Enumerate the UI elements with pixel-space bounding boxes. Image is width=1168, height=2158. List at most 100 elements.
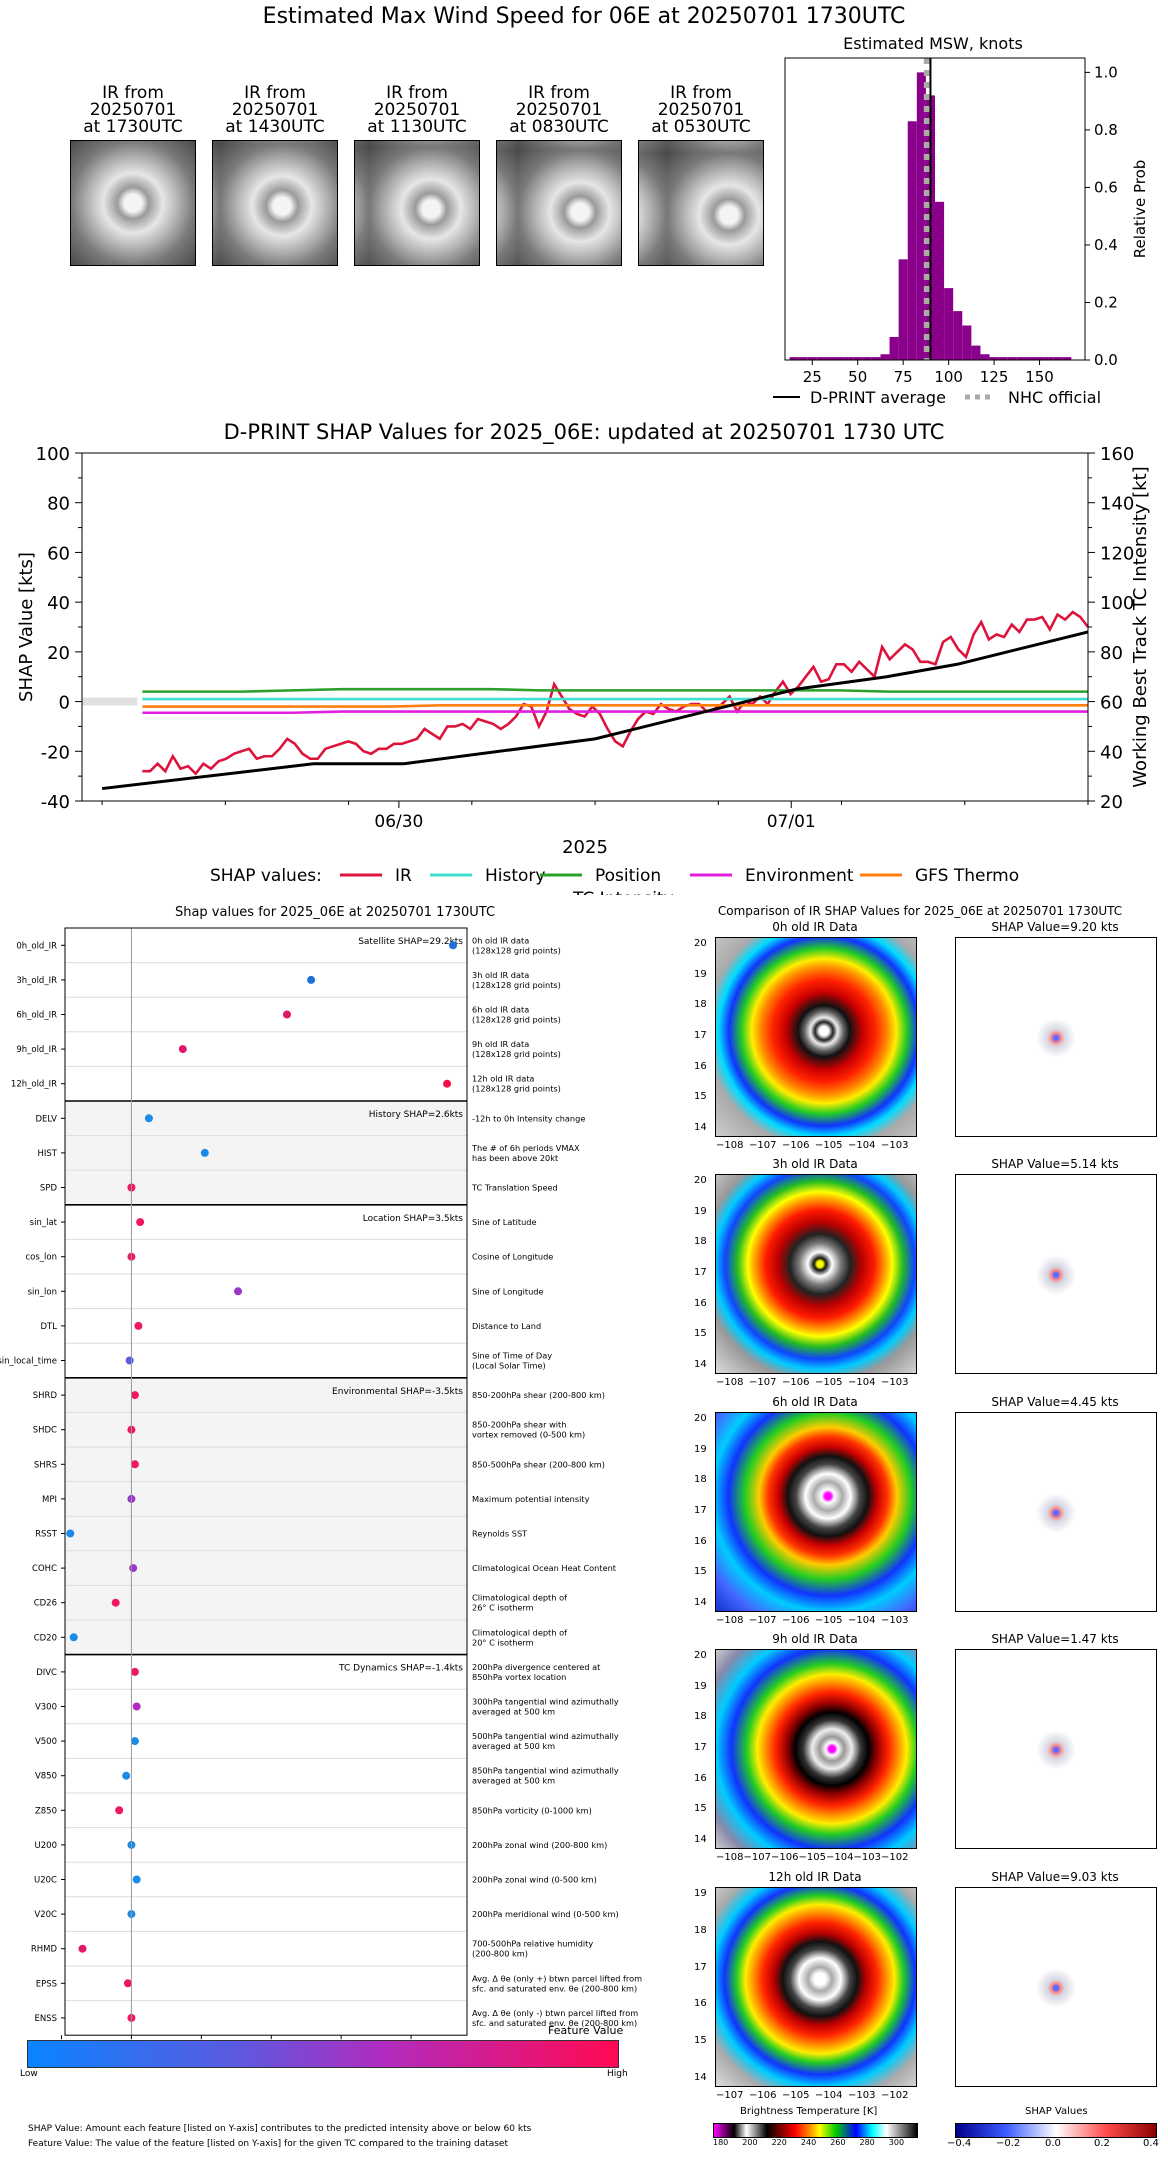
histogram-y-tick: 0.0 (1094, 351, 1118, 369)
shap-x-tick: 06/30 (374, 812, 423, 832)
feature-description: 3h old IR data (472, 970, 529, 980)
feature-name: SPD (40, 1184, 58, 1194)
feature-shap-point (78, 1944, 87, 1953)
histogram-bar (798, 357, 808, 360)
ir-thumbnail-image (212, 140, 338, 266)
ir-lat-tick: 17 (694, 1030, 707, 1041)
feature-description: Sine of Latitude (472, 1217, 537, 1227)
feature-name: 3h_old_IR (16, 976, 57, 986)
histogram-bar (844, 357, 854, 360)
ir-lon-tick: −108 (716, 1377, 744, 1388)
feature-shap-point (111, 1598, 120, 1607)
feature-description: Sine of Time of Day (472, 1351, 552, 1361)
feature-name: V20C (34, 1910, 57, 1920)
ir-lon-tick: −108 (716, 1140, 744, 1151)
shap-value-map (955, 1412, 1157, 1612)
ir-lat-tick: 14 (694, 1597, 707, 1608)
ir-lat-tick: 18 (694, 1236, 707, 1248)
intensity-y-tick: 60 (1100, 693, 1123, 714)
intensity-y-tick: 40 (1100, 742, 1123, 763)
feature-description: Cosine of Longitude (472, 1252, 553, 1262)
ir-lat-tick: 15 (694, 1328, 707, 1340)
histogram-x-tick: 100 (934, 368, 963, 386)
legend-label: Position (595, 866, 661, 886)
ir-lat-tick: 16 (694, 1772, 707, 1784)
ir-lon-tick: −106 (782, 1140, 810, 1151)
shap-hotspot (1036, 1493, 1076, 1533)
ir-lat-tick: 18 (694, 1924, 707, 1936)
bt-tick: 220 (771, 2138, 787, 2147)
histogram-y-tick: 0.8 (1094, 121, 1118, 139)
feature-shap-point (178, 1045, 187, 1054)
ir-thumbnail-image (70, 140, 196, 266)
feature-shap-point (449, 941, 458, 950)
ir-lat-tick: 16 (694, 1535, 707, 1547)
feature-shap-point (122, 1771, 131, 1780)
feature-description: averaged at 500 km (472, 1707, 555, 1717)
shap-y-tick: 40 (47, 593, 70, 614)
feature-name: SHRD (33, 1391, 58, 1401)
feature-description: (200-800 km) (472, 1949, 528, 1959)
series-line-ir (142, 610, 1090, 776)
ir-lat-tick: 20 (694, 1413, 707, 1424)
histogram-y-tick: 0.6 (1094, 178, 1118, 196)
shap-panel-title: SHAP Value=4.45 kts (991, 1395, 1119, 1409)
feature-name: EPSS (36, 1979, 57, 1989)
histogram-bar (1062, 357, 1072, 360)
group-label: History SHAP=2.6kts (369, 1110, 464, 1120)
brightness-temperature-colorbar (713, 2123, 918, 2138)
feature-name: V300 (35, 1703, 57, 1713)
feature-description: The # of 6h periods VMAX (471, 1143, 580, 1153)
ir-lat-tick: 19 (694, 1888, 707, 1899)
ir-lon-tick: −107 (743, 1852, 771, 1863)
footnote-shap: SHAP Value: Amount each feature [listed … (28, 2124, 532, 2134)
ir-lat-tick: 19 (694, 1680, 707, 1692)
feature-description: 6h old IR data (472, 1005, 529, 1015)
ir-lon-tick: −104 (848, 1615, 876, 1626)
histogram-bar (1053, 357, 1063, 360)
ir-thumbnail: IR from 20250701 at 0530UTC (638, 85, 764, 266)
histogram-bar (1016, 357, 1026, 360)
shap-timeseries-chart: -40 -20 0 20 40 60 80 100 20 40 60 80 100 120 140 160 06… (16, 445, 1151, 895)
histogram-bar (835, 357, 845, 360)
histogram-bar (1044, 357, 1054, 360)
feature-shap-point (132, 1875, 141, 1884)
histogram-bar (998, 357, 1008, 360)
legend-average-label: D-PRINT average (810, 388, 946, 407)
feature-name: SHDC (33, 1426, 57, 1436)
histogram-y-tick: 0.4 (1094, 236, 1118, 254)
ir-thumbnail-label: IR from 20250701 at 1430UTC (225, 83, 325, 137)
feature-name: SHRS (34, 1460, 57, 1470)
footnote-feature: Feature Value: The value of the feature … (28, 2139, 509, 2149)
bt-colorbar-ticks: 180 200 220 240 260 280 300 (713, 2138, 918, 2152)
histogram-bar (953, 311, 963, 360)
ir-data-map (715, 1649, 917, 1849)
ir-lon-tick: −103 (881, 1140, 909, 1151)
shap-panel-title: SHAP Value=5.14 kts (991, 1157, 1119, 1171)
ir-lat-tick: 19 (694, 1205, 707, 1217)
ir-lon-tick: −104 (848, 1140, 876, 1151)
feature-description: 700-500hPa relative humidity (472, 1939, 593, 1949)
histogram-bar (825, 357, 835, 360)
bt-colorbar-title: Brightness Temperature [K] (740, 2106, 878, 2117)
feature-description: Distance to Land (472, 1321, 541, 1331)
bt-tick: 180 (713, 2138, 729, 2147)
legend-label: History (485, 866, 545, 886)
histogram-bar (916, 72, 926, 360)
histogram-bar (889, 336, 899, 360)
feature-description: 9h old IR data (472, 1039, 529, 1049)
ir-panel-title: 0h old IR Data (772, 920, 858, 934)
feature-description: 850hPa vorticity (0-1000 km) (472, 1805, 592, 1815)
feature-plot-frame (64, 927, 468, 2036)
ir-thumbnail: IR from 20250701 at 0830UTC (496, 85, 622, 266)
feature-name: V500 (35, 1737, 57, 1747)
ir-lat-tick: 14 (694, 1359, 707, 1370)
ir-lat-tick: 20 (694, 1175, 707, 1186)
feature-description: Maximum potential intensity (472, 1494, 590, 1504)
ir-lon-tick: −106 (749, 2090, 777, 2101)
ir-lat-tick: 18 (694, 1474, 707, 1486)
ir-lat-tick: 14 (694, 1122, 707, 1133)
histogram-bar (862, 357, 872, 360)
feature-name: DIVC (36, 1668, 57, 1678)
feature-description: 200hPa zonal wind (200-800 km) (472, 1840, 607, 1850)
